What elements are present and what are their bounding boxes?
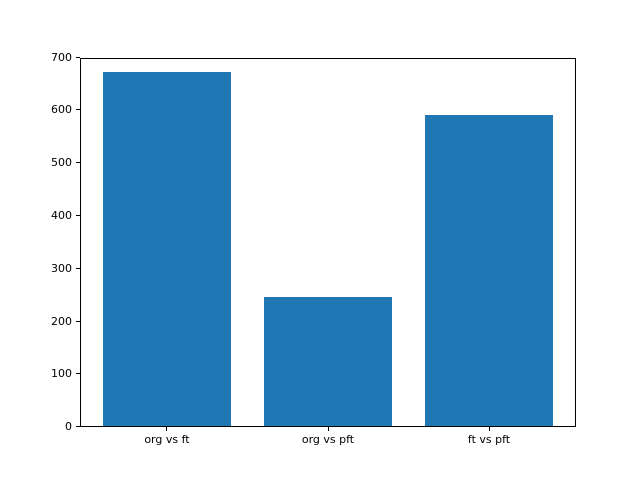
y-tick-label: 0 bbox=[65, 420, 72, 434]
y-tick-mark bbox=[76, 267, 80, 269]
y-tick-label: 400 bbox=[51, 209, 72, 222]
x-tick-mark bbox=[488, 427, 490, 432]
bar-ft-vs-pft bbox=[424, 114, 554, 427]
y-tick-mark bbox=[76, 215, 80, 216]
bar-org-vs-pft bbox=[263, 296, 393, 427]
y-tick-label: 200 bbox=[51, 314, 72, 328]
x-tick-mark bbox=[327, 427, 329, 432]
x-tick-label: ft vs pft bbox=[467, 433, 511, 447]
x-tick-label: org vs ft bbox=[144, 433, 190, 447]
bar-org-vs-ft bbox=[102, 72, 232, 427]
y-tick-label: 300 bbox=[51, 261, 72, 275]
y-tick-mark bbox=[76, 426, 80, 428]
y-tick-mark bbox=[76, 373, 80, 375]
y-tick-mark bbox=[76, 162, 80, 164]
y-tick-mark bbox=[76, 320, 80, 322]
y-tick-label: 500 bbox=[51, 156, 72, 170]
y-tick-label: 700 bbox=[51, 50, 72, 64]
y-tick-mark bbox=[76, 56, 80, 58]
y-tick-mark bbox=[76, 109, 80, 111]
plot-area bbox=[80, 57, 576, 428]
x-tick-label: org vs pft bbox=[301, 433, 355, 447]
y-tick-label: 100 bbox=[51, 367, 72, 381]
y-tick-label: 600 bbox=[51, 103, 72, 117]
x-tick-mark bbox=[166, 427, 168, 432]
